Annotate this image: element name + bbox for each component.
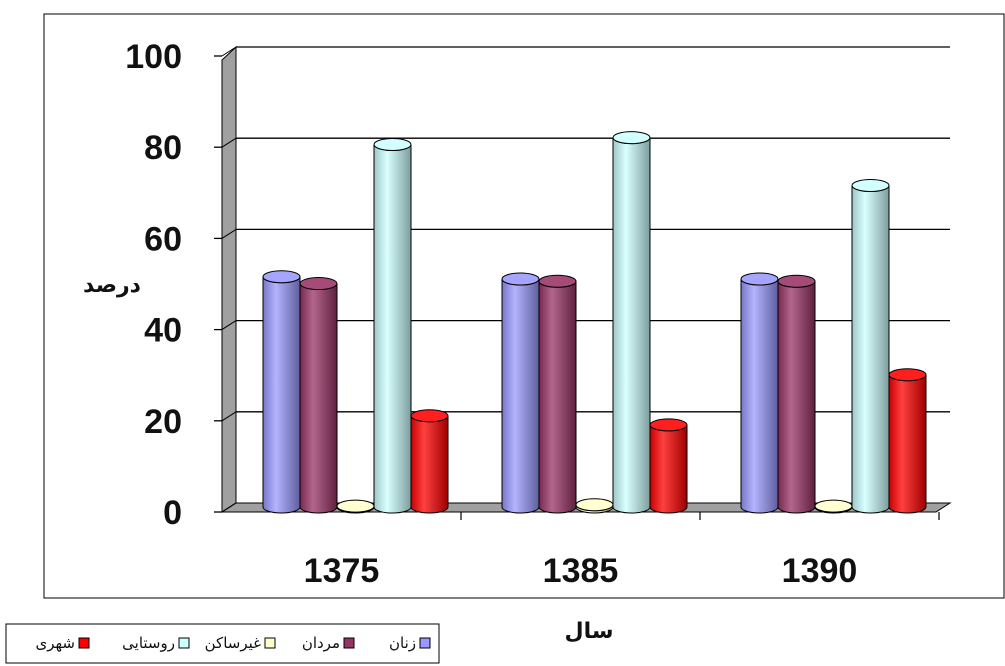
category-labels: 1375 1385 1390 — [304, 512, 940, 590]
bar-top — [501, 272, 540, 286]
bar-body — [262, 276, 301, 514]
bar-top — [777, 274, 816, 288]
bar-body — [851, 185, 890, 514]
y-tick-label: 20 — [144, 403, 182, 441]
bar-top — [373, 137, 412, 151]
bar — [777, 274, 816, 514]
bar — [410, 409, 449, 514]
side-wall — [221, 45, 237, 513]
bar-body — [538, 281, 577, 514]
bar-top — [336, 499, 375, 513]
bar — [740, 272, 779, 514]
bar-body — [740, 278, 779, 514]
bar-top — [538, 274, 577, 288]
bar-top — [888, 368, 927, 382]
legend-label: غیرساکن — [205, 634, 262, 652]
bar — [299, 277, 338, 514]
legend-swatch — [178, 637, 190, 649]
bar-top — [740, 272, 779, 286]
legend-swatch — [264, 637, 276, 649]
bar-top — [612, 131, 651, 145]
y-tick-edge — [221, 137, 237, 148]
x-axis-title: سال — [565, 619, 614, 644]
y-tick-edge — [221, 320, 237, 331]
bar — [373, 137, 412, 514]
x-tick-label: 1375 — [304, 552, 380, 590]
bar-body — [777, 281, 816, 514]
gridlines — [236, 46, 950, 413]
x-tick-label: 1390 — [782, 552, 858, 590]
bar-body — [299, 283, 338, 514]
bar — [612, 131, 651, 514]
bar — [888, 368, 927, 514]
bar-body — [373, 144, 412, 514]
bar — [501, 272, 540, 514]
y-tick-edge — [221, 228, 237, 239]
y-tick-edge — [221, 46, 237, 57]
legend-swatch — [419, 637, 431, 649]
y-tick-label: 100 — [125, 38, 182, 76]
bar — [538, 274, 577, 514]
y-axis-title: درصد — [83, 273, 141, 298]
bar-top — [851, 179, 890, 193]
legend-items: زنان مردان غیرساکن روستایی شهری — [36, 634, 431, 652]
bar — [336, 499, 375, 514]
y-tick-edge — [221, 502, 237, 513]
y-tick-label: 60 — [144, 220, 182, 258]
bar-body — [612, 137, 651, 514]
legend-label: شهری — [36, 634, 76, 652]
bar-top — [814, 499, 853, 513]
bar-top — [299, 277, 338, 291]
legend-label: روستایی — [122, 634, 175, 652]
bar-body — [501, 278, 540, 514]
y-axis-ticks: 0 20 40 60 80 100 — [125, 38, 237, 532]
bar-top — [262, 270, 301, 284]
bar — [262, 270, 301, 514]
legend: زنان مردان غیرساکن روستایی شهری — [5, 623, 440, 664]
legend-swatch — [78, 637, 90, 649]
bar — [851, 179, 890, 514]
legend-swatch — [343, 637, 355, 649]
legend-label: زنان — [389, 634, 416, 652]
bar-body — [410, 415, 449, 514]
bar-top — [649, 418, 688, 432]
y-tick-edge — [221, 411, 237, 422]
bar — [575, 498, 614, 514]
bars — [262, 131, 927, 514]
legend-label: مردان — [302, 634, 340, 652]
bar — [814, 499, 853, 514]
y-tick-label: 0 — [163, 494, 182, 532]
y-tick-label: 80 — [144, 129, 182, 167]
bar-top — [575, 498, 614, 512]
bar-top — [410, 409, 449, 423]
bar-body — [649, 424, 688, 514]
x-tick-label: 1385 — [543, 552, 619, 590]
y-tick-label: 40 — [144, 312, 182, 350]
bar-body — [888, 374, 927, 514]
bar — [649, 418, 688, 514]
legend-box — [5, 623, 440, 664]
